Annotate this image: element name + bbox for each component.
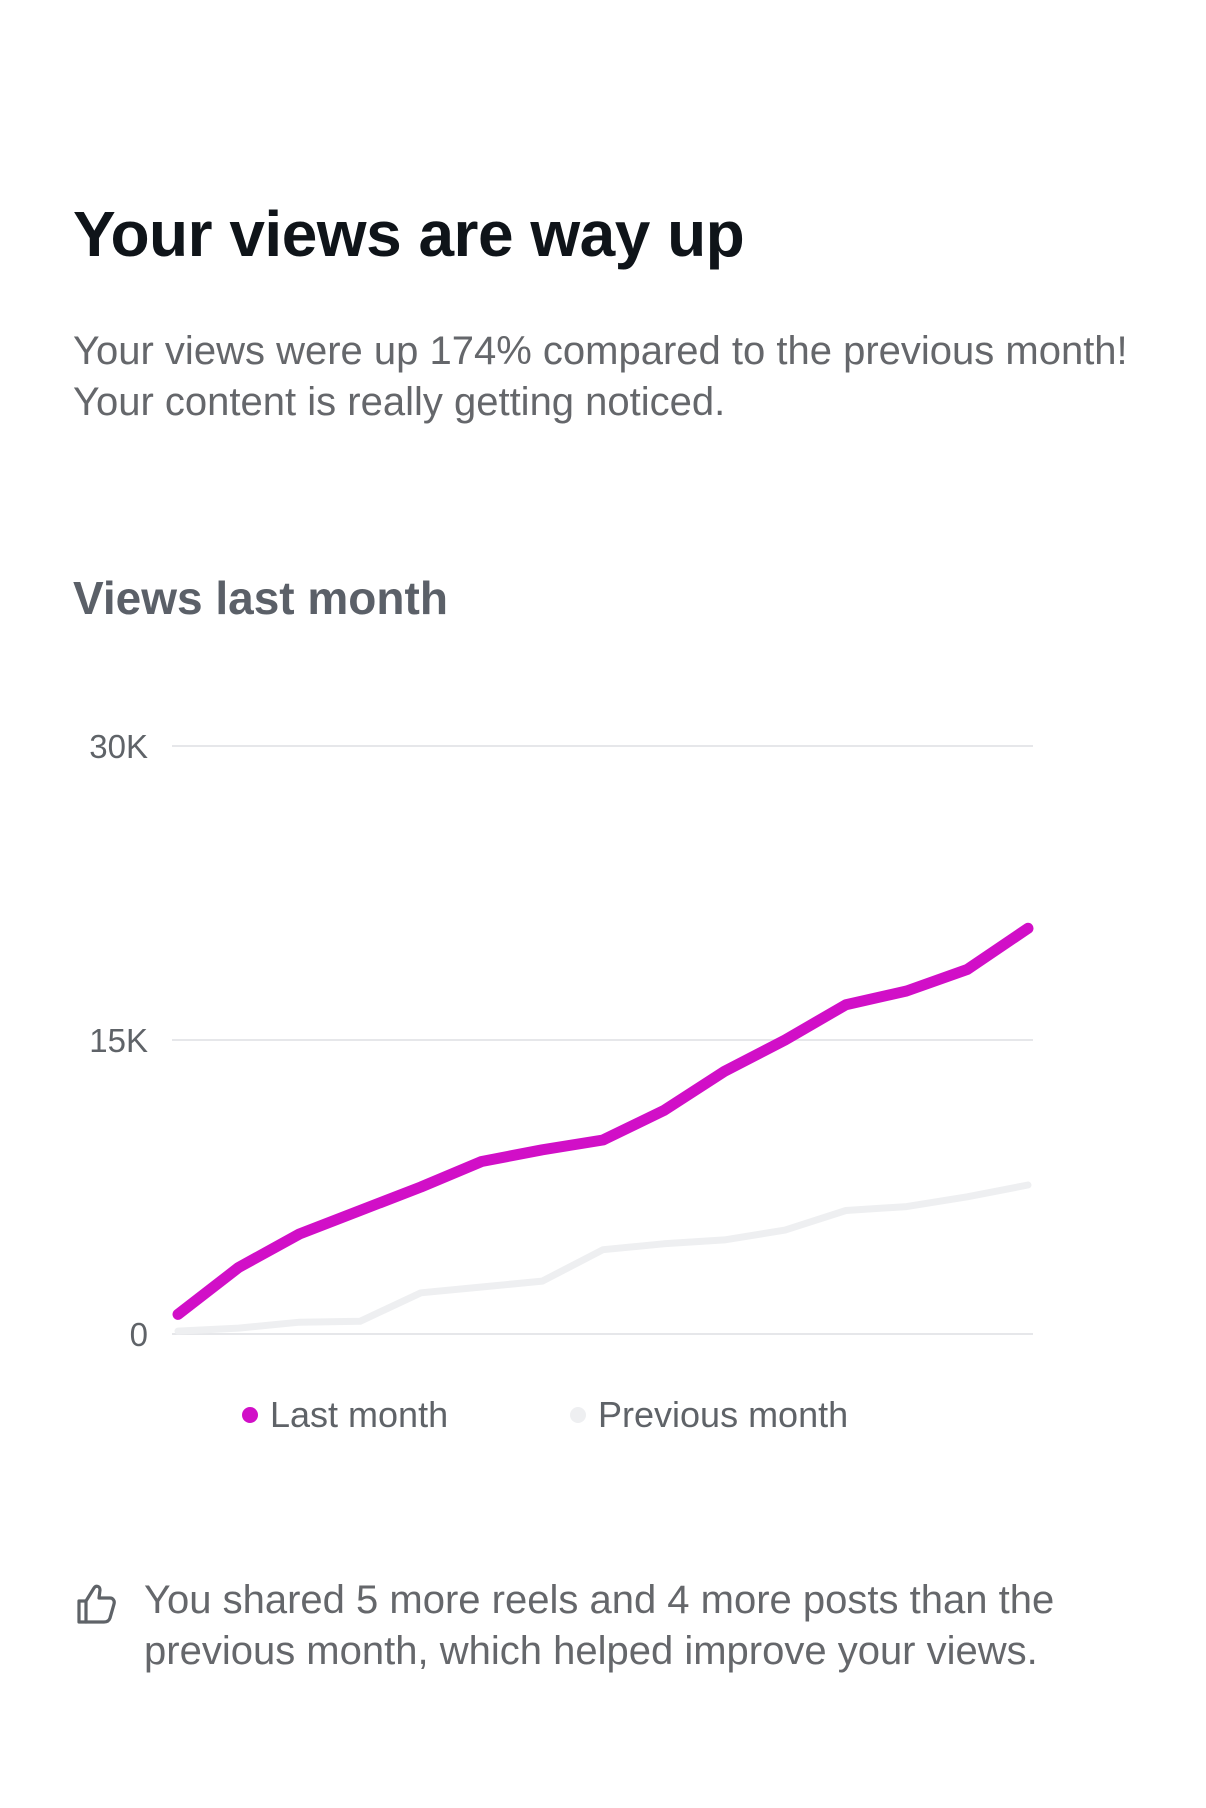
y-tick-label: 15K <box>89 1022 148 1059</box>
series-line-previous-month <box>174 1181 1032 1335</box>
chart-title: Views last month <box>73 572 448 624</box>
chart-canvas: 0 15K 30K <box>89 728 1034 1353</box>
y-axis-ticks: 0 15K 30K <box>89 728 148 1353</box>
thumbs-up-icon <box>77 1584 116 1624</box>
chart-series <box>172 922 1034 1335</box>
views-line-chart: 0 15K 30K <box>0 700 1206 1460</box>
gridlines <box>172 745 1033 1335</box>
legend-dot-last-month <box>242 1407 258 1423</box>
y-tick-label: 0 <box>130 1316 148 1353</box>
legend-item-last-month: Last month <box>242 1390 448 1440</box>
legend-label-last-month: Last month <box>270 1394 449 1435</box>
legend-item-previous-month: Previous month <box>570 1390 848 1440</box>
chart-legend: Last month Previous month <box>0 1390 1206 1440</box>
views-summary-text: Your views were up 174% compared to the … <box>73 329 1128 424</box>
tip-text: You shared 5 more reels and 4 more posts… <box>144 1578 1055 1673</box>
legend-dot-previous-month <box>570 1407 586 1423</box>
series-line-last-month <box>172 922 1034 1320</box>
insight-tip: You shared 5 more reels and 4 more posts… <box>73 1575 1153 1677</box>
legend-label-previous-month: Previous month <box>598 1394 849 1435</box>
page-title: Your views are way up <box>73 198 745 270</box>
y-tick-label: 30K <box>89 728 148 765</box>
